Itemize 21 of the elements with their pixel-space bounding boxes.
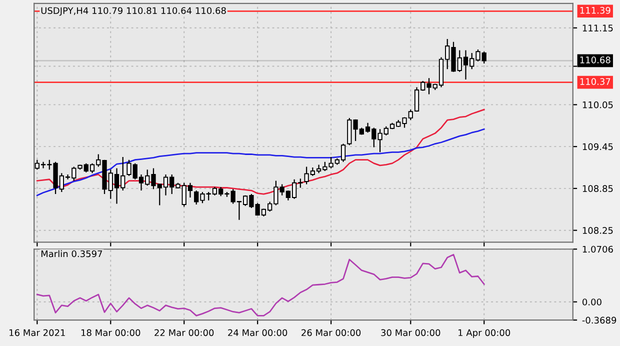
- x-tick-label: 30 Mar 00:00: [381, 329, 440, 336]
- x-tick-label: 24 Mar 00:00: [228, 329, 288, 336]
- y-tick-label: 0.00: [582, 298, 602, 306]
- x-tick-label: 22 Mar 00:00: [154, 329, 214, 336]
- line-series: [36, 128, 485, 196]
- y-tick-label: 110.05: [582, 101, 613, 108]
- x-tick-label: 26 Mar 00:00: [302, 329, 361, 336]
- chart-title: Marlin 0.3597: [41, 250, 102, 258]
- ref-line-label: 110.68: [580, 56, 610, 64]
- y-tick-label: 1.0706: [582, 246, 613, 253]
- x-tick-label: 18 Mar 00:00: [81, 329, 140, 336]
- y-tick-label: 108.25: [582, 227, 613, 234]
- y-tick-label: 109.45: [582, 143, 613, 150]
- y-tick-label: -0.3689: [582, 316, 616, 324]
- y-tick-label: 108.85: [582, 185, 613, 192]
- ref-line-label: 111.39: [580, 6, 610, 14]
- ref-line-label: 110.37: [580, 78, 610, 85]
- chart-title: USDJPY,H4 110.79 110.81 110.64 110.68: [41, 7, 226, 16]
- y-tick-label: 111.15: [582, 24, 613, 32]
- x-tick-label: 1 Apr 00:00: [458, 329, 510, 338]
- x-tick-label: 16 Mar 2021: [10, 329, 65, 336]
